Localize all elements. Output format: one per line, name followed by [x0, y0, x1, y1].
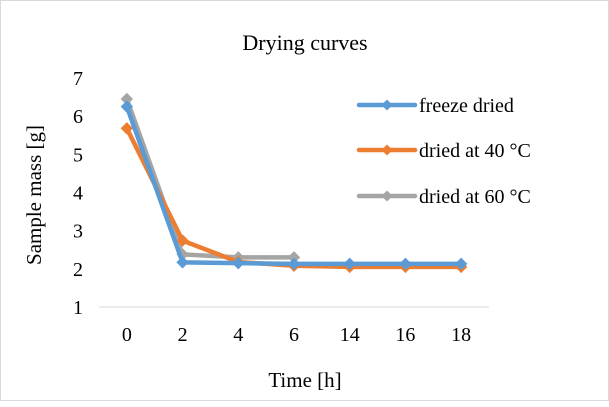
- x-tick-labels: 0 2 4 6 14 16 18: [122, 324, 471, 346]
- legend-marker: [381, 190, 393, 202]
- data-point: [176, 234, 189, 247]
- y-tick-label: 5: [73, 144, 83, 166]
- legend-label: dried at 40 °C: [419, 140, 531, 162]
- x-axis-label: Time [h]: [268, 368, 341, 392]
- series-layer: [120, 92, 468, 274]
- y-tick-label: 6: [73, 106, 83, 128]
- legend-marker: [381, 99, 393, 111]
- data-point: [176, 256, 189, 269]
- legend-item: dried at 60 °C: [356, 186, 531, 208]
- y-tick-label: 3: [73, 221, 83, 243]
- series-1: [120, 100, 468, 271]
- series-line: [124, 104, 464, 267]
- x-tick-label: 0: [122, 324, 132, 346]
- legend-label: dried at 60 °C: [419, 186, 531, 208]
- x-tick-label: 2: [178, 324, 188, 346]
- x-tick-label: 6: [289, 324, 299, 346]
- x-tick-label: 16: [395, 324, 415, 346]
- data-point: [120, 100, 134, 113]
- legend-marker: [381, 144, 393, 156]
- legend-label: freeze dried: [419, 95, 514, 117]
- y-tick-label: 4: [73, 183, 83, 205]
- chart-title: Drying curves: [242, 30, 367, 55]
- y-tick-label: 1: [73, 297, 83, 319]
- legend: freeze dried dried at 40 °C dried at 60 °C: [356, 95, 531, 208]
- data-point: [287, 257, 301, 271]
- y-axis-label: Sample mass [g]: [22, 125, 46, 265]
- data-point: [120, 122, 134, 135]
- series-line: [124, 96, 297, 260]
- y-tick-label: 7: [73, 68, 83, 90]
- x-tick-label: 4: [233, 324, 243, 346]
- data-point: [232, 256, 245, 270]
- data-point: [454, 257, 468, 271]
- series-3: [120, 92, 301, 264]
- legend-item: dried at 40 °C: [356, 140, 531, 162]
- x-tick-label: 14: [340, 324, 360, 346]
- data-point: [343, 257, 356, 271]
- x-tick-label: 18: [451, 324, 471, 346]
- legend-item: freeze dried: [356, 95, 514, 117]
- data-point: [399, 257, 412, 271]
- y-tick-label: 2: [73, 259, 83, 281]
- y-tick-labels: 1 2 3 4 5 6 7: [73, 68, 83, 319]
